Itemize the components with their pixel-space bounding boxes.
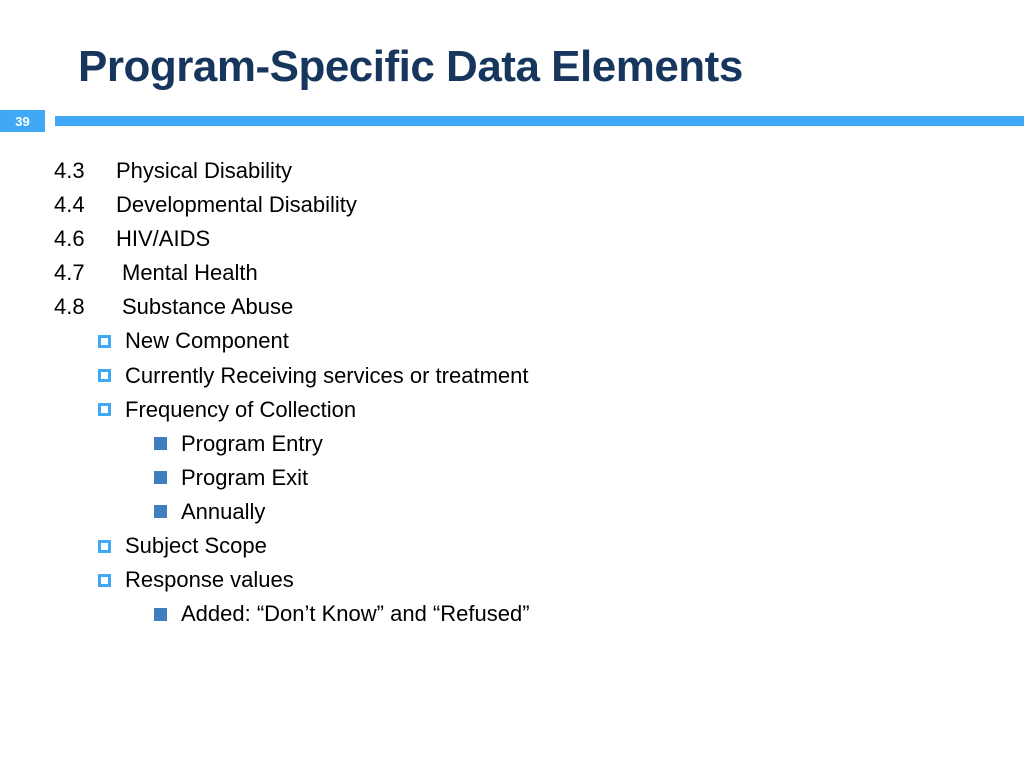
sub-sub-item: Program Exit — [54, 461, 1024, 495]
sub-sub-item: Added: “Don’t Know” and “Refused” — [54, 597, 1024, 631]
solid-square-icon — [154, 608, 167, 621]
sub-sub-item-label: Annually — [181, 495, 265, 529]
sub-item: Frequency of Collection — [54, 393, 1024, 427]
sub-item-label: Currently Receiving services or treatmen… — [125, 359, 528, 393]
sub-item: Currently Receiving services or treatmen… — [54, 359, 1024, 393]
sub-sub-item-label: Program Entry — [181, 427, 323, 461]
page-number-badge: 39 — [0, 110, 45, 132]
list-item: 4.8 Substance Abuse — [54, 290, 1024, 324]
sub-item-label: Frequency of Collection — [125, 393, 356, 427]
sub-sub-item-label: Added: “Don’t Know” and “Refused” — [181, 597, 530, 631]
sub-sub-item: Program Entry — [54, 427, 1024, 461]
list-item: 4.4 Developmental Disability — [54, 188, 1024, 222]
content-area: 4.3 Physical Disability 4.4 Developmenta… — [0, 154, 1024, 631]
sub-item: Response values — [54, 563, 1024, 597]
item-label: HIV/AIDS — [116, 222, 210, 256]
slide-title: Program-Specific Data Elements — [0, 0, 1024, 110]
sub-sub-item-label: Program Exit — [181, 461, 308, 495]
item-label: Mental Health — [122, 256, 258, 290]
sub-item-label: Subject Scope — [125, 529, 267, 563]
solid-square-icon — [154, 437, 167, 450]
item-label: Physical Disability — [116, 154, 292, 188]
solid-square-icon — [154, 505, 167, 518]
item-number: 4.6 — [54, 222, 98, 256]
hollow-square-icon — [98, 403, 111, 416]
solid-square-icon — [154, 471, 167, 484]
sub-item: New Component — [54, 324, 1024, 358]
accent-stripe — [55, 116, 1024, 126]
hollow-square-icon — [98, 369, 111, 382]
item-number: 4.8 — [54, 290, 98, 324]
sub-item-label: New Component — [125, 324, 289, 358]
list-item: 4.7 Mental Health — [54, 256, 1024, 290]
sub-item: Subject Scope — [54, 529, 1024, 563]
item-label: Substance Abuse — [122, 290, 293, 324]
hollow-square-icon — [98, 574, 111, 587]
hollow-square-icon — [98, 540, 111, 553]
item-number: 4.7 — [54, 256, 98, 290]
list-item: 4.3 Physical Disability — [54, 154, 1024, 188]
item-number: 4.3 — [54, 154, 98, 188]
item-label: Developmental Disability — [116, 188, 357, 222]
sub-item-label: Response values — [125, 563, 294, 597]
hollow-square-icon — [98, 335, 111, 348]
list-item: 4.6 HIV/AIDS — [54, 222, 1024, 256]
sub-sub-item: Annually — [54, 495, 1024, 529]
accent-bar: 39 — [0, 110, 1024, 132]
item-number: 4.4 — [54, 188, 98, 222]
